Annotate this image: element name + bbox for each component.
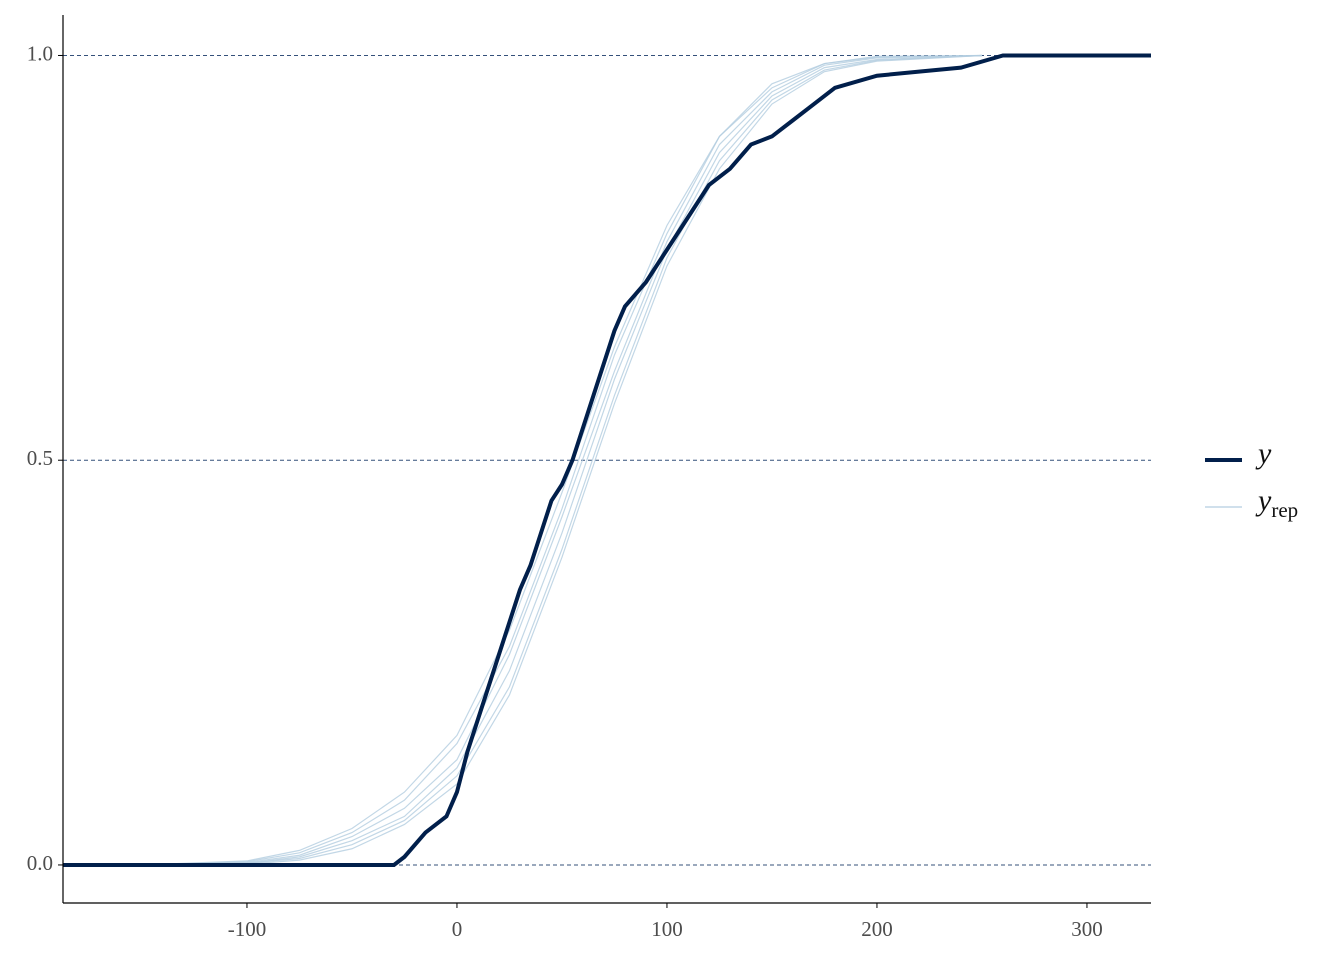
y-tick-label: 1.0	[27, 41, 53, 65]
x-tick-label: -100	[228, 917, 267, 941]
replicate-line	[141, 54, 982, 866]
legend-subscript: rep	[1271, 498, 1298, 522]
replicate-line	[141, 54, 982, 866]
replicate-line	[141, 54, 982, 866]
replicate-line	[141, 54, 982, 866]
legend-label: y	[1255, 437, 1272, 470]
y-tick-label: 0.5	[27, 446, 53, 470]
data-line	[63, 53, 1151, 867]
x-tick-label: 100	[651, 917, 683, 941]
replicate-line	[141, 54, 982, 866]
x-tick-label: 200	[861, 917, 893, 941]
x-tick-label: 300	[1071, 917, 1103, 941]
legend-name: y	[1255, 437, 1272, 470]
x-tick-label: 0	[452, 917, 463, 941]
y-tick-label: 0.0	[27, 851, 53, 875]
legend-name: y	[1255, 484, 1272, 517]
legend-label: yrep	[1255, 484, 1298, 522]
replicate-line	[141, 54, 982, 866]
